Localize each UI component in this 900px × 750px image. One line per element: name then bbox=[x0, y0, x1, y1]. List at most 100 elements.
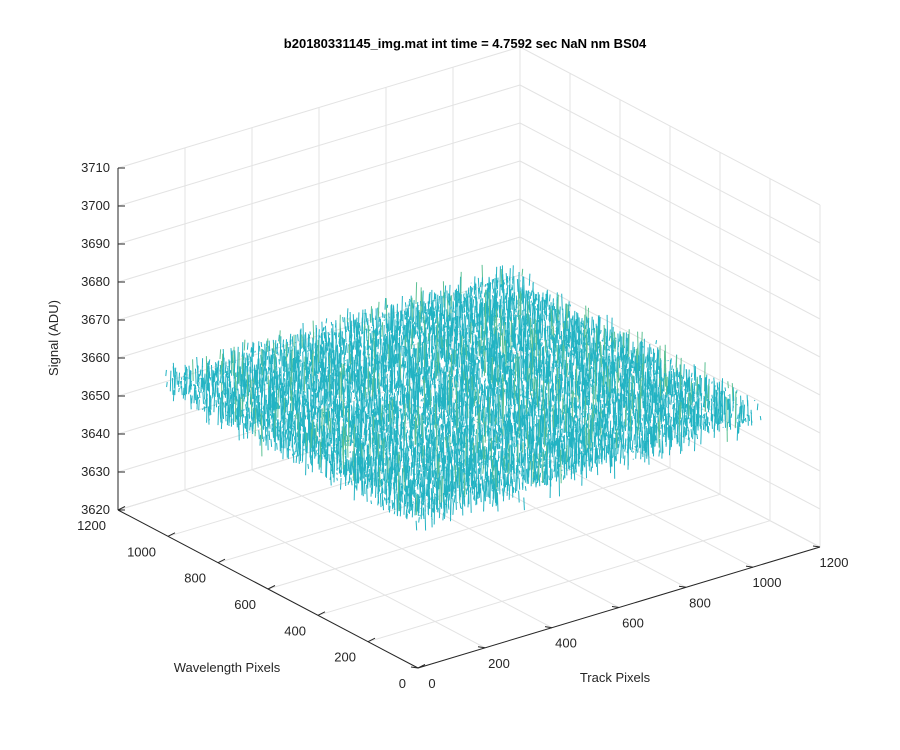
surface-stroke bbox=[462, 300, 464, 313]
surface-stroke bbox=[306, 404, 308, 409]
surface-stroke bbox=[208, 359, 211, 366]
surface-stroke bbox=[693, 391, 695, 397]
surface-stroke bbox=[419, 311, 421, 352]
surface-stroke bbox=[178, 372, 180, 385]
surface-stroke bbox=[750, 409, 753, 426]
surface-stroke bbox=[502, 305, 504, 309]
gridline-back-z bbox=[519, 84, 821, 244]
surface-stroke bbox=[420, 326, 422, 331]
surface-stroke bbox=[357, 369, 360, 375]
surface-stroke bbox=[567, 346, 569, 357]
surface-stroke bbox=[464, 387, 467, 391]
surface-stroke bbox=[452, 388, 455, 391]
surface-stroke bbox=[477, 334, 480, 342]
surface-stroke bbox=[649, 377, 651, 392]
surface-stroke bbox=[633, 346, 635, 358]
surface-stroke bbox=[337, 362, 339, 378]
surface-stroke bbox=[633, 405, 636, 408]
surface-stroke bbox=[470, 314, 472, 323]
surface-stroke bbox=[281, 395, 284, 403]
surface-stroke bbox=[559, 306, 561, 340]
surface-stroke bbox=[404, 351, 406, 357]
surface-stroke bbox=[505, 293, 508, 311]
surface-stroke bbox=[354, 410, 357, 416]
surface-stroke bbox=[258, 380, 260, 387]
surface-stroke bbox=[387, 361, 390, 372]
surface-stroke bbox=[735, 390, 738, 394]
surface-stroke bbox=[327, 339, 330, 347]
surface-stroke bbox=[295, 370, 298, 382]
surface-stroke bbox=[335, 332, 337, 351]
surface-stroke bbox=[344, 328, 347, 343]
surface-stroke bbox=[690, 407, 692, 427]
surface-stroke bbox=[448, 297, 451, 305]
surface-stroke bbox=[543, 310, 546, 314]
surface-stroke bbox=[328, 333, 331, 336]
surface-stroke bbox=[572, 336, 575, 343]
surface-stroke bbox=[362, 395, 365, 397]
surface-stroke bbox=[457, 298, 460, 302]
surface-stroke bbox=[510, 359, 513, 363]
surface-stroke bbox=[333, 331, 336, 336]
surface-stroke bbox=[590, 367, 592, 379]
surface-stroke bbox=[736, 422, 739, 441]
surface-stroke bbox=[397, 353, 399, 364]
surface-stroke bbox=[607, 348, 609, 351]
surface-stroke bbox=[394, 339, 397, 351]
surface-stroke bbox=[251, 341, 254, 357]
gridline-left-z bbox=[117, 198, 521, 321]
surface-stroke bbox=[197, 396, 200, 400]
surface-stroke bbox=[349, 353, 352, 365]
surface-stroke bbox=[446, 395, 449, 406]
surface-stroke bbox=[514, 308, 517, 311]
surface-stroke bbox=[557, 357, 559, 360]
surface-stroke bbox=[538, 403, 540, 415]
surface-stroke bbox=[173, 367, 176, 389]
surface-stroke bbox=[239, 366, 241, 386]
surface-stroke bbox=[338, 332, 340, 338]
surface-stroke bbox=[479, 290, 482, 298]
surface-stroke bbox=[416, 374, 418, 377]
surface-stroke bbox=[544, 399, 546, 409]
surface-stroke bbox=[354, 336, 356, 350]
surface-stroke bbox=[601, 339, 603, 342]
surface-stroke bbox=[459, 339, 462, 355]
surface-stroke bbox=[616, 362, 619, 373]
surface-stroke bbox=[222, 372, 225, 395]
surface-stroke bbox=[464, 400, 467, 404]
surface-stroke bbox=[537, 292, 540, 317]
surface-stroke bbox=[263, 374, 265, 386]
surface-stroke bbox=[674, 380, 677, 395]
surface-stroke bbox=[249, 377, 251, 383]
surface-stroke bbox=[455, 288, 458, 307]
surface-stroke bbox=[711, 394, 713, 399]
surface-stroke bbox=[318, 350, 320, 364]
surface-stroke bbox=[630, 368, 633, 371]
surface-stroke bbox=[528, 273, 531, 286]
surface-stroke bbox=[377, 339, 380, 350]
surface-stroke bbox=[704, 413, 706, 418]
surface-stroke bbox=[312, 376, 314, 379]
surface-stroke bbox=[263, 383, 266, 407]
surface-stroke bbox=[551, 392, 554, 400]
surface-stroke bbox=[432, 346, 435, 350]
surface-stroke bbox=[514, 347, 516, 349]
surface-stroke bbox=[690, 372, 693, 378]
surface-stroke bbox=[579, 386, 581, 420]
surface-stroke bbox=[286, 373, 288, 375]
surface-stroke bbox=[663, 419, 666, 421]
surface-stroke bbox=[422, 290, 424, 313]
surface-stroke bbox=[601, 404, 604, 409]
surface-stroke bbox=[213, 404, 216, 407]
surface-stroke bbox=[224, 382, 226, 389]
surface-stroke bbox=[652, 379, 654, 397]
surface-stroke bbox=[419, 332, 422, 347]
surface-stroke bbox=[391, 320, 393, 329]
surface-stroke bbox=[532, 302, 534, 315]
surface-stroke bbox=[291, 349, 293, 385]
surface-stroke bbox=[226, 371, 229, 376]
surface-stroke bbox=[409, 386, 412, 391]
surface-stroke bbox=[190, 394, 192, 410]
surface-stroke bbox=[557, 303, 559, 323]
surface-stroke bbox=[512, 392, 515, 405]
